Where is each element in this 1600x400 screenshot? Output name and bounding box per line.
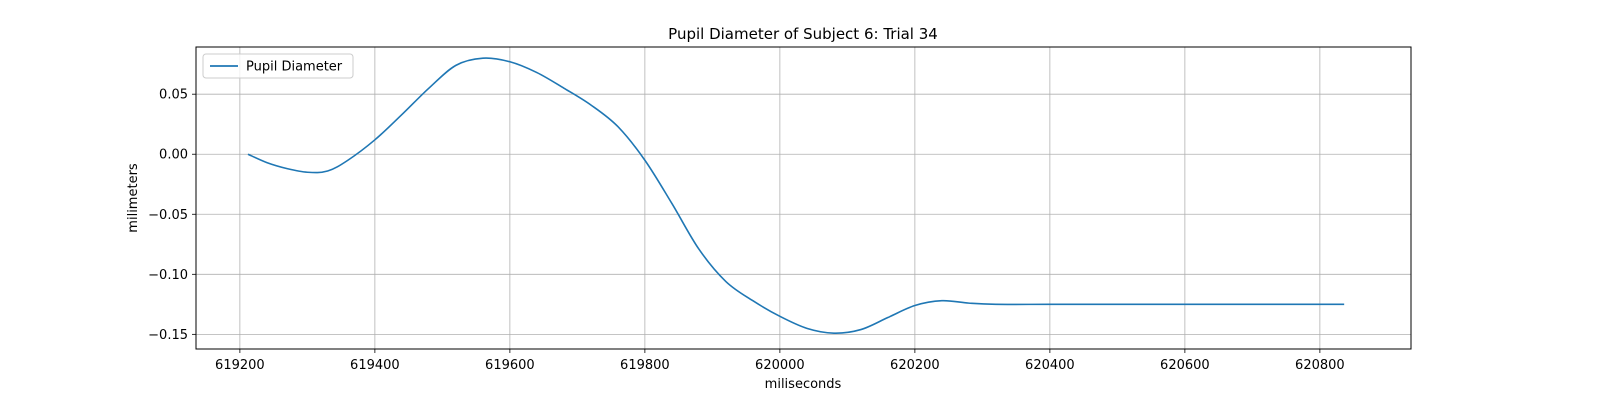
legend-box <box>202 53 354 79</box>
chart-title: Pupil Diameter of Subject 6: Trial 34 <box>668 25 938 43</box>
x-tick-label: 619200 <box>215 358 265 373</box>
x-tick-label: 619800 <box>620 358 670 373</box>
x-tick-label: 620800 <box>1295 358 1345 373</box>
y-tick-label: 0.00 <box>159 148 188 163</box>
x-tick-label: 620000 <box>755 358 805 373</box>
x-tick-label: 620400 <box>1025 358 1075 373</box>
grid <box>196 47 1411 349</box>
x-axis-label: miliseconds <box>765 377 842 392</box>
x-axis: 619200 619400 619600 619800 620000 620200 6204… <box>215 349 1345 373</box>
x-tick-label: 619600 <box>485 358 535 373</box>
plot-frame <box>195 46 1412 350</box>
x-tick-label: 620200 <box>890 358 940 373</box>
x-tick-label: 620600 <box>1160 358 1210 373</box>
y-tick-label: −0.15 <box>148 328 188 343</box>
y-tick-label: −0.05 <box>148 208 188 223</box>
x-tick-label: 619400 <box>350 358 400 373</box>
series-layer <box>247 57 1345 334</box>
legend-label: Pupil Diameter <box>246 60 343 75</box>
series-line-pupil-diameter <box>247 57 1345 334</box>
legend: Pupil Diameter <box>202 53 354 79</box>
y-axis-label: milimeters <box>126 163 141 233</box>
y-tick-label: −0.10 <box>148 268 188 283</box>
y-axis: −0.15 −0.10 −0.05 0.00 0.05 <box>148 88 196 343</box>
y-tick-label: 0.05 <box>159 88 188 103</box>
